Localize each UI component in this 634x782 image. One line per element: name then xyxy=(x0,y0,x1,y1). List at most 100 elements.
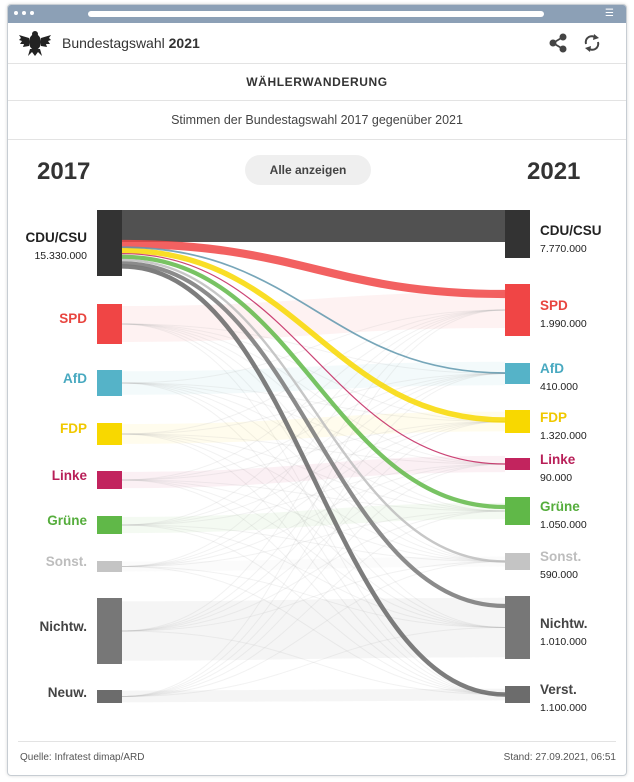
source-note: Quelle: Infratest dimap/ARD xyxy=(20,752,145,763)
eagle-icon xyxy=(19,31,51,56)
bar-2021-verst xyxy=(505,686,530,703)
bar-2021-cdu xyxy=(505,210,530,258)
background-flow xyxy=(121,309,506,384)
background-flow xyxy=(121,479,506,695)
value-2021-verst: 1.100.000 xyxy=(540,702,587,714)
bar-2017-gruene xyxy=(97,516,122,534)
bar-2021-nichtw xyxy=(505,596,530,659)
background-flow xyxy=(121,561,506,697)
flow-cdu-to-linke xyxy=(121,253,506,465)
background-flow xyxy=(121,561,506,632)
background-flow xyxy=(121,463,506,632)
label-2017-sonst: Sonst. xyxy=(46,554,87,569)
background-flow xyxy=(121,510,506,567)
background-flow xyxy=(121,309,506,481)
browser-bar: ☰ xyxy=(8,5,626,23)
label-2017-afd: AfD xyxy=(63,371,87,386)
background-flow xyxy=(121,309,506,632)
background-flow xyxy=(121,421,506,526)
background-flow xyxy=(121,479,506,562)
bar-2021-fdp xyxy=(505,410,530,433)
show-all-button[interactable]: Alle anzeigen xyxy=(245,155,371,185)
background-flow xyxy=(121,382,506,695)
app-title: Bundestagswahl 2021 xyxy=(62,35,200,51)
flow-cdu-to-spd xyxy=(121,239,506,299)
background-flow xyxy=(121,524,506,628)
label-2017-gruene: Grüne xyxy=(47,513,87,528)
bar-2017-spd xyxy=(97,304,122,344)
flow-cdu-to-sonst xyxy=(121,258,506,563)
label-2021-gruene: Grüne xyxy=(540,499,580,514)
bar-2017-fdp xyxy=(97,423,122,445)
label-2021-sonst: Sonst. xyxy=(540,549,581,564)
window-dots xyxy=(14,11,34,15)
background-flow xyxy=(121,323,506,374)
background-flow xyxy=(121,502,506,534)
background-flow xyxy=(121,373,506,481)
value-2021-cdu: 7.770.000 xyxy=(540,243,587,255)
year-right: 2021 xyxy=(527,158,581,185)
background-flow xyxy=(121,510,506,632)
label-2017-spd: SPD xyxy=(59,311,87,326)
bar-2021-sonst xyxy=(505,553,530,570)
background-flow xyxy=(121,373,506,567)
background-flow xyxy=(121,597,506,661)
app-header: Bundestagswahl 2021 xyxy=(8,23,626,64)
bar-2017-sonst xyxy=(97,561,122,572)
bar-2021-spd xyxy=(505,284,530,336)
background-flow xyxy=(121,566,506,628)
share-icon[interactable] xyxy=(547,32,569,54)
background-flow xyxy=(121,309,506,435)
label-2017-fdp: FDP xyxy=(60,421,87,436)
refresh-icon[interactable] xyxy=(581,32,603,54)
background-flow xyxy=(121,421,506,567)
background-flow xyxy=(121,323,506,422)
value-2017-cdu: 15.330.000 xyxy=(34,250,87,262)
label-2021-afd: AfD xyxy=(540,361,564,376)
background-flow xyxy=(121,382,506,422)
app-title-year: 2021 xyxy=(168,35,200,51)
subtitle: Stimmen der Bundestagswahl 2017 gegenübe… xyxy=(8,101,626,140)
bar-2021-gruene xyxy=(505,497,530,525)
address-bar[interactable] xyxy=(88,11,544,17)
window-dot xyxy=(14,11,18,15)
value-2021-gruene: 1.050.000 xyxy=(540,519,587,531)
background-flow xyxy=(121,292,506,342)
section-title: WÄHLERWANDERUNG xyxy=(8,64,626,101)
background-flow xyxy=(121,433,506,562)
bar-2021-linke xyxy=(505,458,530,470)
flow-cdu-to-afd xyxy=(121,246,506,374)
window-dot xyxy=(30,11,34,15)
timestamp: Stand: 27.09.2021, 06:51 xyxy=(503,752,616,763)
background-flow xyxy=(121,323,506,562)
background-flow xyxy=(121,524,506,695)
background-flow xyxy=(121,382,506,512)
background-flow xyxy=(121,382,506,562)
background-flow xyxy=(121,630,506,695)
background-flow xyxy=(121,433,506,628)
value-2021-spd: 1.990.000 xyxy=(540,318,587,330)
label-2017-cdu: CDU/CSU xyxy=(25,230,87,245)
bar-2021-afd xyxy=(505,363,530,384)
flow-cdu-to-fdp xyxy=(121,247,506,423)
value-2021-sonst: 590.000 xyxy=(540,569,578,581)
label-2021-linke: Linke xyxy=(540,452,576,467)
bar-2017-neuw xyxy=(97,690,122,703)
bar-2017-cdu xyxy=(97,210,122,276)
background-flow xyxy=(121,688,506,703)
value-2021-fdp: 1.320.000 xyxy=(540,430,587,442)
background-flow xyxy=(121,455,506,489)
flow-cdu-to-nichtw xyxy=(121,261,506,609)
footer: Quelle: Infratest dimap/ARD Stand: 27.09… xyxy=(18,741,616,770)
label-2017-neuw: Neuw. xyxy=(48,685,87,700)
background-flows xyxy=(121,292,506,703)
background-flow xyxy=(121,373,506,697)
background-flow xyxy=(121,323,506,512)
background-flow xyxy=(121,433,506,695)
background-flow xyxy=(121,411,506,444)
background-flow xyxy=(121,373,506,632)
label-2017-linke: Linke xyxy=(52,468,88,483)
background-flow xyxy=(121,556,506,572)
menu-icon[interactable]: ☰ xyxy=(605,8,614,19)
